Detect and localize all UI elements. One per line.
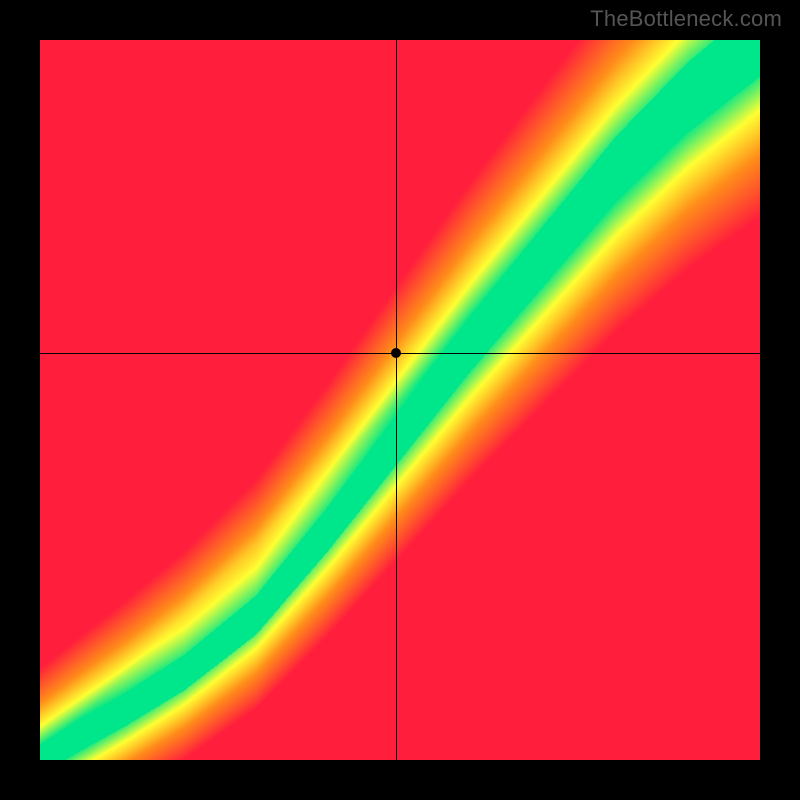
chart-container: TheBottleneck.com (0, 0, 800, 800)
watermark-text: TheBottleneck.com (590, 6, 782, 32)
crosshair-vertical (396, 40, 397, 760)
crosshair-dot (391, 348, 401, 358)
bottleneck-heatmap (40, 40, 760, 760)
